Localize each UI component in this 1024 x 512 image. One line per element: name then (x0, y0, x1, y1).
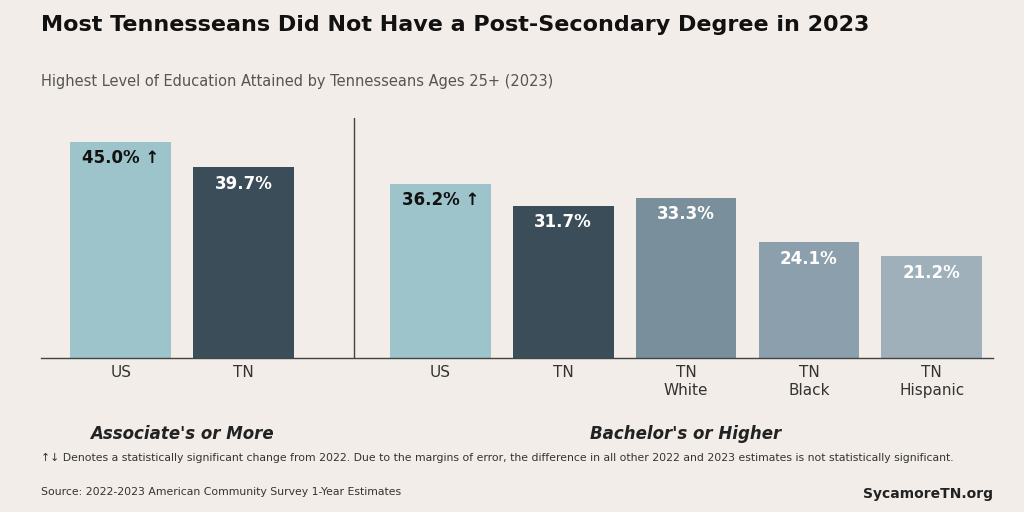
Text: Bachelor's or Higher: Bachelor's or Higher (591, 425, 781, 443)
Text: 45.0% ↑: 45.0% ↑ (82, 149, 160, 167)
Bar (759, 242, 859, 358)
Text: 33.3%: 33.3% (657, 205, 715, 223)
Text: Most Tennesseans Did Not Have a Post-Secondary Degree in 2023: Most Tennesseans Did Not Have a Post-Sec… (41, 15, 869, 35)
Text: 31.7%: 31.7% (535, 213, 592, 231)
Text: 36.2% ↑: 36.2% ↑ (401, 191, 479, 209)
Bar (882, 257, 982, 358)
Bar (513, 206, 613, 358)
Text: ↑↓ Denotes a statistically significant change from 2022. Due to the margins of e: ↑↓ Denotes a statistically significant c… (41, 453, 953, 463)
Bar (636, 198, 736, 358)
Text: 21.2%: 21.2% (903, 264, 961, 282)
Bar (71, 142, 171, 358)
Text: Associate's or More: Associate's or More (90, 425, 274, 443)
Text: Source: 2022-2023 American Community Survey 1-Year Estimates: Source: 2022-2023 American Community Sur… (41, 487, 401, 498)
Bar (390, 184, 490, 358)
Text: 24.1%: 24.1% (780, 250, 838, 268)
Text: SycamoreTN.org: SycamoreTN.org (863, 487, 993, 501)
Text: 39.7%: 39.7% (215, 175, 272, 193)
Text: Highest Level of Education Attained by Tennesseans Ages 25+ (2023): Highest Level of Education Attained by T… (41, 74, 553, 89)
Bar (194, 167, 294, 358)
